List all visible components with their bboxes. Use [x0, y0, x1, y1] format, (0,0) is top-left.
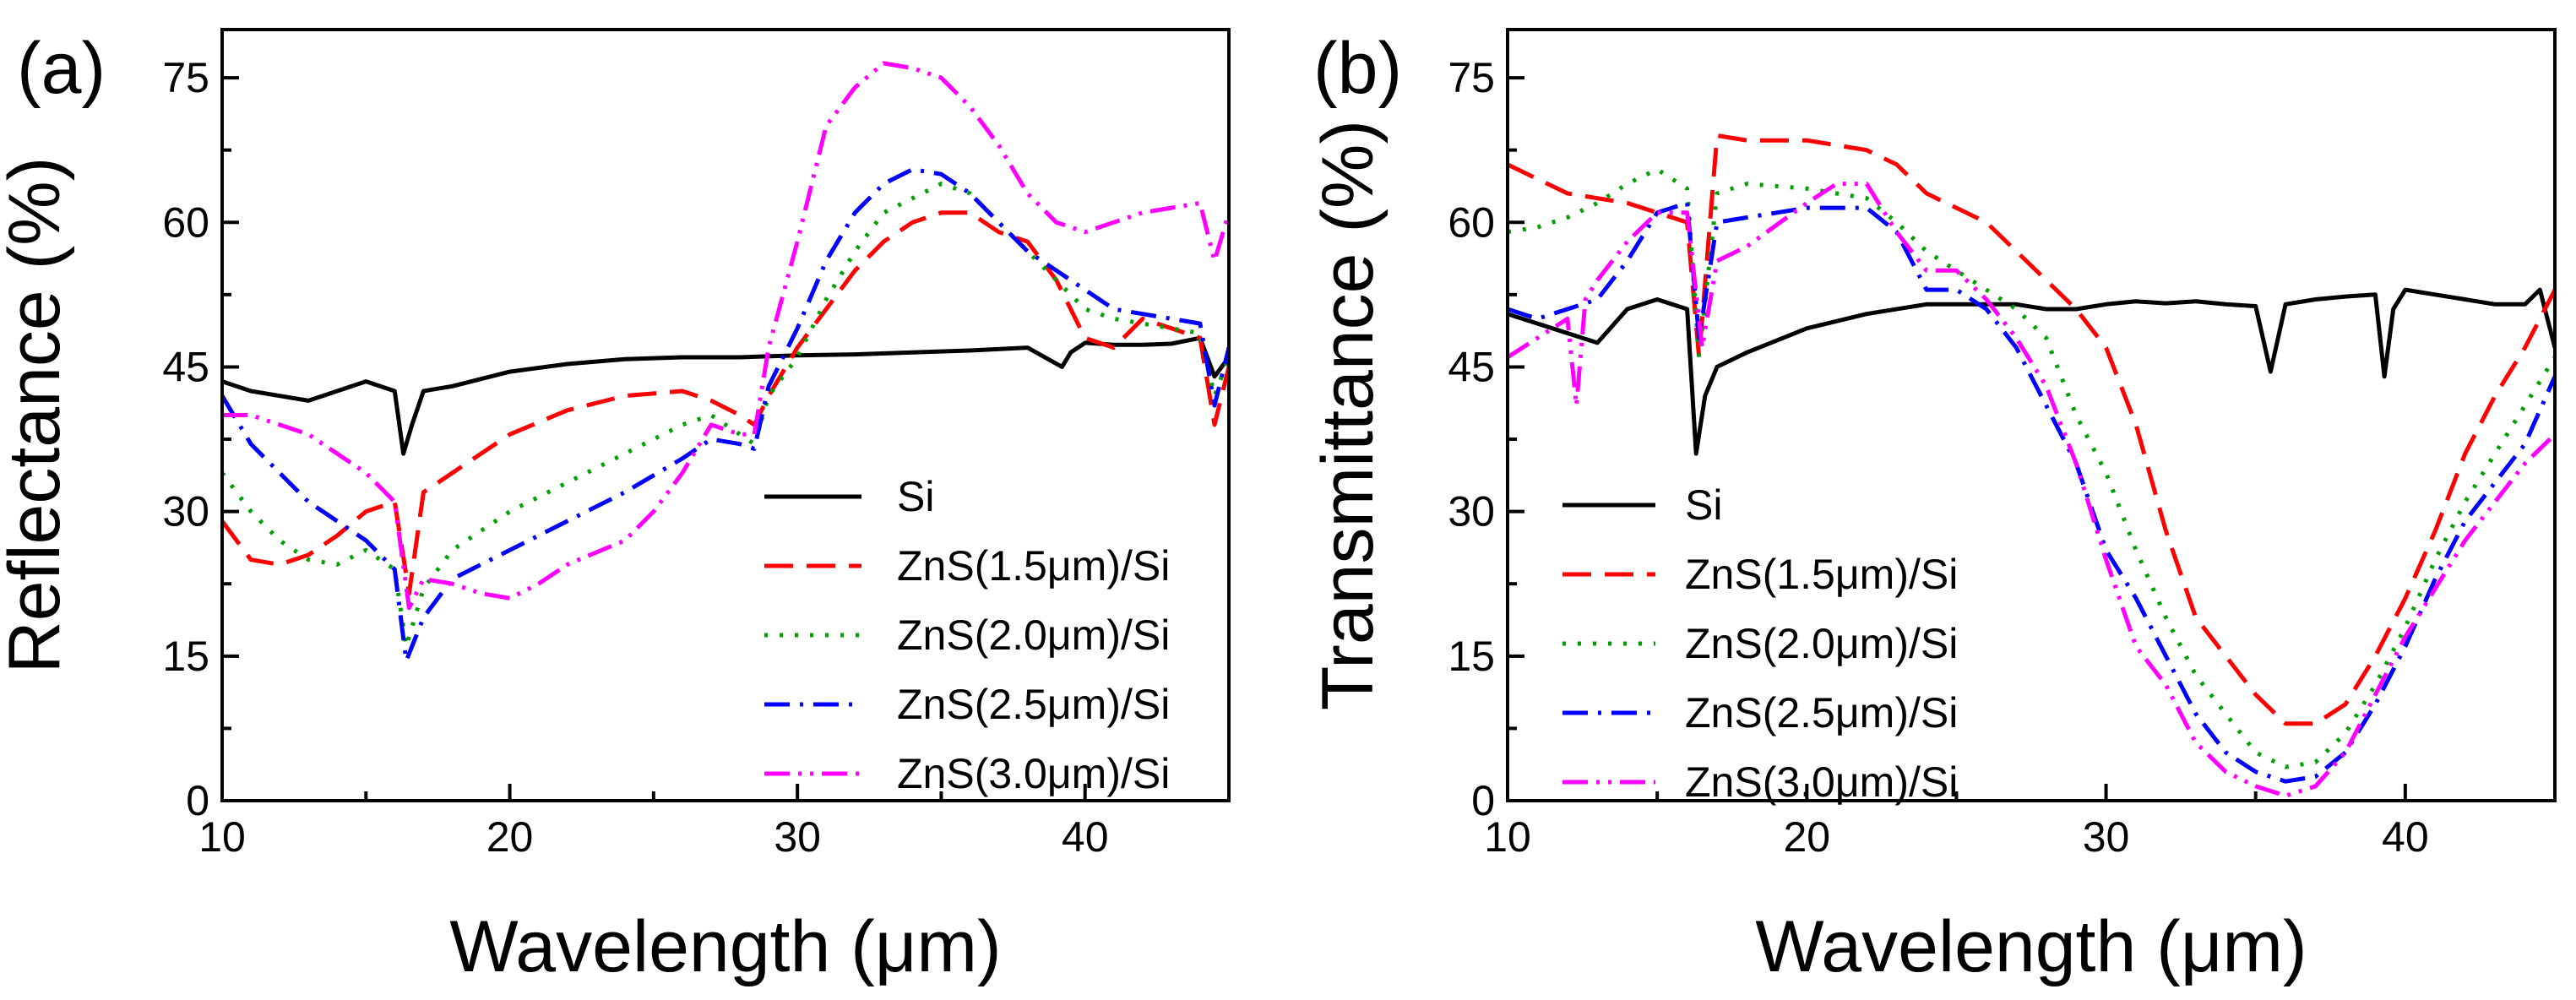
y-axis-title: Reflectance (%): [0, 157, 75, 674]
legend: Si ZnS(1.5μm)/Si ZnS(2.0μm)/Si ZnS(2.5μm)/S…: [764, 473, 1170, 797]
y-tick-label: 0: [1471, 777, 1495, 824]
legend-label-0: Si: [1685, 481, 1722, 529]
legend-label-1: ZnS(1.5μm)/Si: [1685, 551, 1958, 598]
legend-label-4: ZnS(3.0μm)/Si: [1685, 758, 1958, 806]
plot-frame: [1506, 28, 2557, 802]
y-axis-title: Transmittance (%): [1307, 120, 1389, 710]
series-line-4: [222, 61, 1229, 611]
y-tick-label: 0: [186, 777, 209, 824]
y-tick-label: 60: [162, 198, 209, 246]
panel-label: (b): [1313, 28, 1402, 109]
series-group: [222, 61, 1229, 663]
y-tick-label: 45: [162, 343, 209, 390]
panel-a-reflectance: 10 20 30 40 0 15 30 45 60 75 Wavelength (μm) Reflec…: [0, 28, 1231, 987]
x-tick-label: 10: [198, 813, 246, 861]
series-line-4: [1508, 182, 2555, 798]
y-tick-label: 30: [162, 488, 209, 535]
x-tick-label: 20: [1783, 813, 1830, 861]
legend-label-3: ZnS(2.5μm)/Si: [897, 681, 1170, 728]
panel-label: (a): [17, 28, 106, 109]
series-line-2: [1508, 167, 2555, 769]
y-tick-label: 15: [162, 633, 209, 680]
legend-label-1: ZnS(1.5μm)/Si: [897, 542, 1170, 590]
x-tick-label: 30: [2083, 813, 2130, 861]
y-tick-label: 15: [1448, 633, 1495, 680]
legend: Si ZnS(1.5μm)/Si ZnS(2.0μm)/Si ZnS(2.5μm)/S…: [1562, 481, 1958, 806]
y-tick-label: 75: [162, 54, 209, 101]
x-axis-title: Wavelength (μm): [449, 906, 1001, 987]
legend-label-2: ZnS(2.0μm)/Si: [897, 611, 1170, 659]
x-axis-title: Wavelength (μm): [1755, 906, 2307, 987]
x-tick-label: 20: [486, 813, 534, 861]
legend-label-0: Si: [897, 473, 934, 520]
x-tick-label: 40: [2382, 813, 2429, 861]
series-line-0: [1508, 287, 2555, 456]
plot-frame: [220, 28, 1231, 802]
y-tick-label: 60: [1448, 198, 1495, 246]
x-tick-label: 30: [774, 813, 821, 861]
legend-label-2: ZnS(2.0μm)/Si: [1685, 620, 1958, 667]
x-tick-label: 40: [1062, 813, 1109, 861]
legend-label-4: ZnS(3.0μm)/Si: [897, 750, 1170, 797]
series-line-1: [1508, 133, 2555, 726]
panel-b-transmittance: 10 20 30 40 0 15 30 45 60 75 Wavelength (μm) Transm…: [1307, 28, 2557, 987]
y-tick-label: 30: [1448, 488, 1495, 535]
y-tick-label: 75: [1448, 54, 1495, 101]
y-tick-label: 45: [1448, 343, 1495, 390]
series-line-1: [222, 210, 1229, 596]
x-tick-label: 10: [1484, 813, 1531, 861]
series-line-3: [222, 167, 1229, 663]
series-group: [1508, 133, 2555, 798]
series-line-3: [1508, 200, 2555, 784]
series-line-0: [222, 335, 1229, 456]
legend-label-3: ZnS(2.5μm)/Si: [1685, 689, 1958, 736]
